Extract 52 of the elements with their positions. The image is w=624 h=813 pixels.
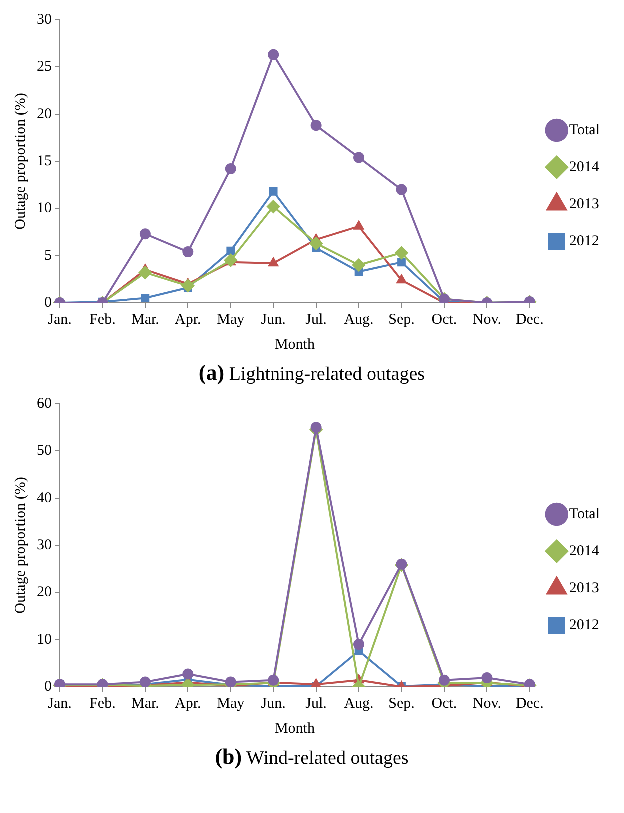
text: (a) Lightning-related outages [198, 360, 426, 385]
x-tick-label: Dec. [516, 312, 544, 328]
x-tick-label: May [217, 696, 246, 712]
x-tick-label: Nov. [472, 696, 502, 712]
y-tick-label: 30 [37, 12, 52, 28]
y-tick-label: 10 [37, 632, 52, 648]
y-tick-label: 15 [37, 153, 52, 170]
y-tick-label: 20 [37, 584, 52, 601]
legend-label: 2012 [569, 233, 600, 250]
x-tick-label: Aug. [344, 312, 374, 328]
x-tick-label: Jan. [48, 696, 72, 712]
x-tick-label: Apr. [175, 312, 202, 328]
y-tick-label: 50 [37, 443, 52, 460]
x-tick-label: May [217, 312, 246, 328]
y-tick-label: 0 [44, 678, 52, 695]
x-tick-label: Jul. [306, 312, 327, 328]
y-axis-title: Outage proportion (%) [12, 477, 29, 614]
x-tick-label: Jan. [48, 312, 72, 328]
y-tick-label: 0 [44, 294, 52, 311]
y-tick-label: 60 [37, 396, 52, 412]
legend-label: Total [569, 506, 600, 522]
legend-label: Total [569, 122, 600, 138]
y-tick-label: 25 [37, 59, 52, 76]
x-tick-label: Jun. [261, 696, 286, 712]
y-tick-label: 5 [44, 248, 52, 264]
x-axis-title: Month [274, 720, 316, 737]
y-tick-label: 10 [37, 200, 52, 217]
legend-label: 2013 [569, 580, 600, 596]
legend-label: 2012 [569, 617, 600, 634]
x-tick-label: Jul. [306, 696, 327, 712]
x-tick-label: Nov. [472, 312, 502, 328]
x-tick-label: Feb. [90, 312, 116, 328]
x-tick-label: Sep. [388, 312, 415, 328]
y-tick-label: 20 [37, 106, 52, 122]
x-tick-label: Sep. [388, 696, 415, 712]
x-tick-label: Apr. [175, 696, 202, 712]
text: (b) Wind-related outages [215, 744, 409, 769]
legend-label: 2014 [569, 159, 600, 176]
x-tick-label: Oct. [432, 696, 458, 712]
y-axis-title: Outage proportion (%) [12, 93, 29, 230]
x-tick-label: Aug. [344, 696, 374, 712]
x-tick-label: Feb. [90, 696, 116, 712]
y-tick-label: 40 [37, 490, 52, 506]
x-tick-label: Oct. [432, 312, 458, 328]
x-tick-label: Jun. [261, 312, 286, 328]
x-tick-label: Mar. [131, 312, 160, 328]
legend-label: 2014 [569, 543, 600, 560]
legend-label: 2013 [569, 196, 600, 212]
x-tick-label: Mar. [131, 696, 160, 712]
y-tick-label: 30 [37, 537, 52, 554]
x-axis-title: Month [274, 336, 316, 353]
x-tick-label: Dec. [516, 696, 544, 712]
